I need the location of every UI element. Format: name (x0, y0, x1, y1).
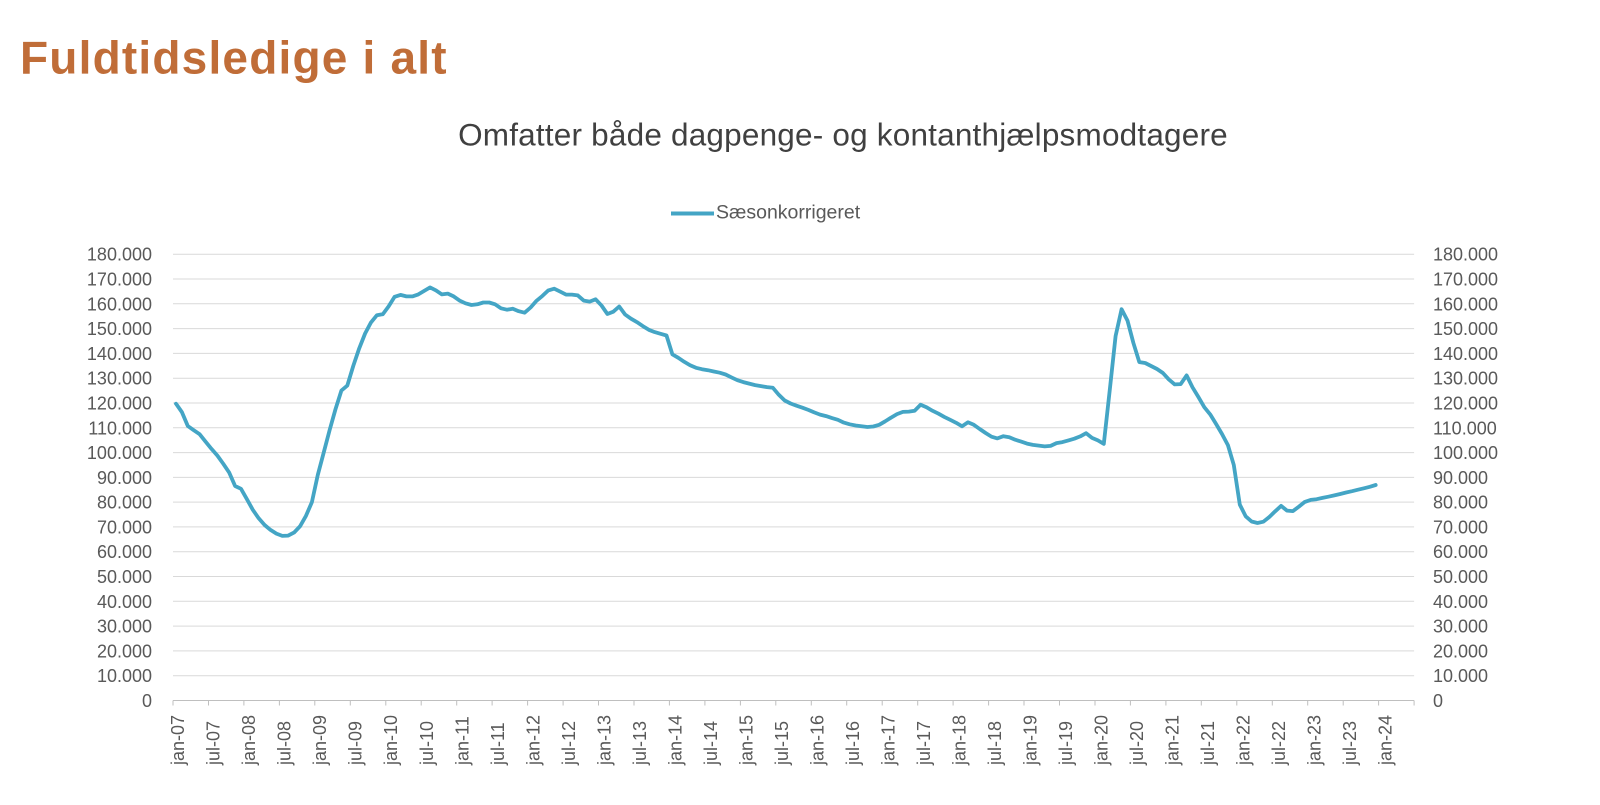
svg-text:20.000: 20.000 (97, 641, 152, 661)
svg-text:jan-09: jan-09 (310, 715, 330, 766)
svg-text:jan-14: jan-14 (665, 715, 685, 766)
svg-text:jul-22: jul-22 (1269, 721, 1289, 766)
svg-text:40.000: 40.000 (1433, 592, 1488, 612)
svg-text:110.000: 110.000 (88, 418, 152, 438)
svg-text:jan-24: jan-24 (1376, 715, 1396, 766)
svg-text:Sæsonkorrigeret: Sæsonkorrigeret (716, 201, 861, 223)
svg-text:140.000: 140.000 (1433, 344, 1498, 364)
svg-text:0: 0 (142, 691, 152, 711)
svg-text:jul-10: jul-10 (417, 721, 437, 766)
svg-text:130.000: 130.000 (1433, 369, 1498, 389)
svg-text:jan-16: jan-16 (807, 715, 827, 766)
svg-text:160.000: 160.000 (87, 294, 152, 314)
svg-text:100.000: 100.000 (1433, 443, 1498, 463)
svg-text:jul-21: jul-21 (1198, 721, 1218, 766)
svg-text:70.000: 70.000 (1433, 517, 1488, 537)
svg-text:90.000: 90.000 (1433, 468, 1488, 488)
svg-text:Omfatter både dagpenge- og kon: Omfatter både dagpenge- og kontanthjælps… (458, 117, 1228, 153)
svg-text:80.000: 80.000 (97, 493, 152, 513)
svg-text:130.000: 130.000 (87, 369, 152, 389)
svg-text:60.000: 60.000 (97, 542, 152, 562)
svg-text:jul-08: jul-08 (275, 721, 295, 766)
svg-text:jan-18: jan-18 (949, 715, 969, 766)
svg-text:80.000: 80.000 (1433, 493, 1488, 513)
svg-text:jul-18: jul-18 (985, 721, 1005, 766)
svg-text:150.000: 150.000 (1433, 319, 1498, 339)
svg-text:jan-10: jan-10 (381, 715, 401, 766)
svg-text:120.000: 120.000 (1433, 394, 1498, 414)
svg-text:30.000: 30.000 (1433, 617, 1488, 637)
svg-text:jul-16: jul-16 (843, 721, 863, 766)
svg-text:jul-12: jul-12 (559, 721, 579, 766)
svg-text:Fuldtidsledige i alt: Fuldtidsledige i alt (20, 32, 448, 84)
svg-text:jan-19: jan-19 (1020, 715, 1040, 766)
svg-text:60.000: 60.000 (1433, 542, 1488, 562)
svg-text:jul-09: jul-09 (346, 721, 366, 766)
svg-text:170.000: 170.000 (87, 270, 152, 290)
svg-text:100.000: 100.000 (87, 443, 152, 463)
svg-text:30.000: 30.000 (97, 617, 152, 637)
svg-text:180.000: 180.000 (87, 245, 152, 265)
svg-text:jan-12: jan-12 (523, 715, 543, 766)
svg-text:150.000: 150.000 (87, 319, 152, 339)
svg-text:jan-13: jan-13 (594, 715, 614, 766)
svg-text:jul-15: jul-15 (772, 721, 792, 766)
svg-text:170.000: 170.000 (1433, 270, 1498, 290)
svg-text:jul-20: jul-20 (1127, 721, 1147, 766)
svg-text:jul-07: jul-07 (204, 721, 224, 766)
svg-text:jan-15: jan-15 (736, 715, 756, 766)
svg-text:160.000: 160.000 (1433, 294, 1498, 314)
svg-text:90.000: 90.000 (97, 468, 152, 488)
svg-text:jan-22: jan-22 (1233, 715, 1253, 766)
svg-text:jan-08: jan-08 (239, 715, 259, 766)
svg-text:jul-23: jul-23 (1340, 721, 1360, 766)
svg-text:jul-17: jul-17 (914, 721, 934, 766)
svg-text:jul-14: jul-14 (701, 721, 721, 766)
svg-text:jul-11: jul-11 (488, 722, 508, 766)
svg-text:120.000: 120.000 (87, 394, 152, 414)
svg-text:140.000: 140.000 (87, 344, 152, 364)
svg-text:50.000: 50.000 (1433, 567, 1488, 587)
svg-text:10.000: 10.000 (97, 666, 152, 686)
svg-text:jan-17: jan-17 (878, 715, 898, 766)
svg-text:jan-21: jan-21 (1162, 715, 1182, 766)
svg-text:jan-11: jan-11 (452, 716, 472, 766)
svg-text:jan-07: jan-07 (168, 715, 188, 766)
svg-text:50.000: 50.000 (97, 567, 152, 587)
svg-text:70.000: 70.000 (97, 517, 152, 537)
svg-text:0: 0 (1433, 691, 1443, 711)
svg-text:jul-13: jul-13 (630, 721, 650, 766)
svg-text:jan-23: jan-23 (1305, 715, 1325, 766)
svg-text:jul-19: jul-19 (1056, 721, 1076, 766)
svg-text:10.000: 10.000 (1433, 666, 1488, 686)
svg-text:110.000: 110.000 (1433, 418, 1497, 438)
svg-text:jan-20: jan-20 (1091, 715, 1111, 766)
svg-text:180.000: 180.000 (1433, 245, 1498, 265)
svg-text:40.000: 40.000 (97, 592, 152, 612)
svg-text:20.000: 20.000 (1433, 641, 1488, 661)
